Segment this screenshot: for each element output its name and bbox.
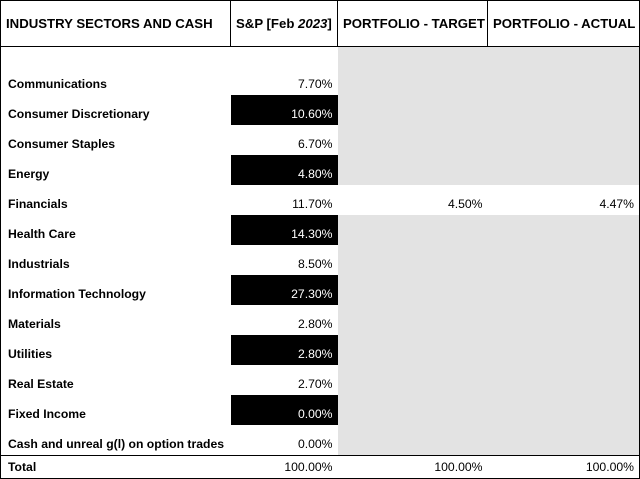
target-weight-cell[interactable] xyxy=(337,155,488,185)
sp-weight-cell[interactable]: 0.00% xyxy=(297,437,333,451)
total-row: Total 100.00% 100.00% 100.00% xyxy=(0,455,640,479)
sector-label-cell[interactable]: Real Estate xyxy=(0,365,231,395)
actual-weight-cell[interactable] xyxy=(487,305,640,335)
sector-label-cell[interactable]: Cash and unreal g(l) on option trades xyxy=(0,425,231,456)
target-weight-cell[interactable] xyxy=(337,425,488,456)
sector-label-cell[interactable]: Materials xyxy=(0,305,231,335)
actual-weight-cell[interactable] xyxy=(487,245,640,275)
target-weight-cell[interactable] xyxy=(337,305,488,335)
spacer-row xyxy=(0,46,640,66)
table-row: Energy 4.80% xyxy=(0,155,640,185)
table-row: Health Care 14.30% xyxy=(0,215,640,245)
sp-weight-cell[interactable]: 2.80% xyxy=(297,317,333,331)
actual-weight-cell[interactable] xyxy=(487,335,640,365)
table-row: Financials 11.70% 4.50% 4.47% xyxy=(0,185,640,215)
target-weight-cell[interactable] xyxy=(337,365,488,395)
actual-weight-cell[interactable] xyxy=(487,215,640,245)
actual-weight-cell[interactable] xyxy=(487,65,640,95)
actual-weight-cell[interactable] xyxy=(487,425,640,456)
actual-weight-cell[interactable] xyxy=(487,275,640,305)
sp-weight-cell[interactable]: 27.30% xyxy=(230,275,338,305)
target-weight-cell[interactable] xyxy=(337,395,488,425)
sector-label-cell[interactable]: Utilities xyxy=(0,335,231,365)
table-row: Industrials 8.50% xyxy=(0,245,640,275)
target-weight-cell[interactable]: 4.50% xyxy=(447,197,483,211)
sp-weight-cell[interactable]: 2.70% xyxy=(297,377,333,391)
target-weight-cell[interactable] xyxy=(337,335,488,365)
target-weight-cell[interactable] xyxy=(337,95,488,125)
header-portfolio-actual[interactable]: PORTFOLIO - ACTUAL xyxy=(487,0,640,47)
spacer-cell xyxy=(487,46,640,65)
table-row: Utilities 2.80% xyxy=(0,335,640,365)
sp-weight-cell[interactable]: 7.70% xyxy=(297,77,333,91)
sector-label-cell[interactable]: Fixed Income xyxy=(0,395,231,425)
target-weight-cell[interactable] xyxy=(337,245,488,275)
header-row: INDUSTRY SECTORS AND CASH S&P [Feb 2023]… xyxy=(0,0,640,47)
target-weight-cell[interactable] xyxy=(337,275,488,305)
sector-label-cell[interactable]: Health Care xyxy=(0,215,231,245)
sp-weight-cell[interactable]: 11.70% xyxy=(292,197,333,211)
sp-weight-cell[interactable]: 14.30% xyxy=(230,215,338,245)
actual-weight-cell[interactable] xyxy=(487,125,640,155)
total-label-cell[interactable]: Total xyxy=(0,455,231,479)
actual-weight-cell[interactable] xyxy=(487,365,640,395)
table-row: Real Estate 2.70% xyxy=(0,365,640,395)
header-sp-year: 2023 xyxy=(298,16,328,31)
spacer-cell xyxy=(0,46,231,65)
actual-weight-cell[interactable] xyxy=(487,395,640,425)
sp-weight-cell[interactable]: 4.80% xyxy=(230,155,338,185)
table-row: Consumer Staples 6.70% xyxy=(0,125,640,155)
table-row: Communications 7.70% xyxy=(0,65,640,95)
spacer-cell xyxy=(231,47,338,66)
sp-weight-cell[interactable]: 2.80% xyxy=(230,335,338,365)
sector-label-cell[interactable]: Communications xyxy=(0,65,231,95)
target-weight-cell[interactable] xyxy=(337,65,488,95)
table-row: Information Technology 27.30% xyxy=(0,275,640,305)
sp-weight-cell[interactable]: 10.60% xyxy=(230,95,338,125)
sector-label-cell[interactable]: Information Technology xyxy=(0,275,231,305)
actual-weight-cell[interactable]: 4.47% xyxy=(487,185,640,215)
sector-label-cell[interactable]: Industrials xyxy=(0,245,231,275)
actual-weight-cell[interactable] xyxy=(487,95,640,125)
header-sp-suffix: ] xyxy=(327,16,332,31)
table-row: Materials 2.80% xyxy=(0,305,640,335)
sector-label-cell[interactable]: Financials xyxy=(0,185,231,215)
spacer-cell xyxy=(337,46,488,65)
header-sp-prefix: S&P [Feb xyxy=(236,16,299,31)
total-actual-cell[interactable]: 100.00% xyxy=(487,455,640,479)
sp-weight-cell[interactable]: 8.50% xyxy=(297,257,333,271)
total-target-cell[interactable]: 100.00% xyxy=(337,455,488,479)
header-portfolio-target[interactable]: PORTFOLIO - TARGET xyxy=(337,0,488,47)
sector-label-cell[interactable]: Consumer Discretionary xyxy=(0,95,231,125)
sector-label-cell[interactable]: Energy xyxy=(0,155,231,185)
total-sp-cell[interactable]: 100.00% xyxy=(230,455,338,479)
target-weight-cell[interactable] xyxy=(337,215,488,245)
sp-weight-cell[interactable]: 0.00% xyxy=(230,395,338,425)
table-row: Cash and unreal g(l) on option trades 0.0… xyxy=(0,425,640,456)
header-sp-benchmark[interactable]: S&P [Feb 2023] xyxy=(230,0,338,47)
table-row: Consumer Discretionary 10.60% xyxy=(0,95,640,125)
header-industry-sectors[interactable]: INDUSTRY SECTORS AND CASH xyxy=(0,0,231,47)
actual-weight-cell[interactable] xyxy=(487,155,640,185)
target-weight-cell[interactable] xyxy=(337,125,488,155)
sector-label-cell[interactable]: Consumer Staples xyxy=(0,125,231,155)
sp-weight-cell[interactable]: 6.70% xyxy=(297,137,333,151)
table-row: Fixed Income 0.00% xyxy=(0,395,640,425)
